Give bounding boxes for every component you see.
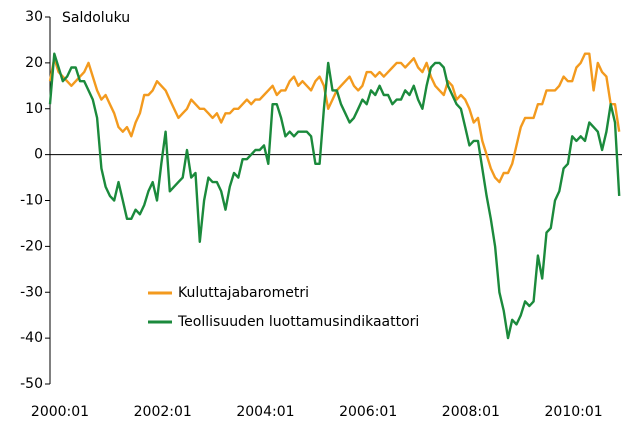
- y-tick-label: 0: [34, 147, 43, 163]
- series-line: [48, 52, 621, 340]
- x-tick-label: 2000:01: [31, 404, 89, 420]
- y-tick-label: -20: [20, 238, 43, 254]
- y-axis-title: Saldoluku: [62, 10, 130, 26]
- x-tick-label: 2010:01: [545, 404, 603, 420]
- y-tick-label: 30: [25, 9, 43, 25]
- legend-label: Kuluttajabarometri: [178, 285, 309, 301]
- y-tick-label: -30: [20, 284, 43, 300]
- y-tick-label: -50: [20, 376, 43, 392]
- x-tick-label: 2004:01: [236, 404, 294, 420]
- x-tick-label: 2006:01: [339, 404, 397, 420]
- x-tick-label: 2002:01: [134, 404, 192, 420]
- y-tick-label: 20: [25, 55, 43, 71]
- series-line: [48, 52, 621, 184]
- y-tick-label: -40: [20, 330, 43, 346]
- x-tick-label: 2008:01: [442, 404, 500, 420]
- legend-label: Teollisuuden luottamusindikaattori: [177, 314, 419, 330]
- y-tick-label: 10: [25, 101, 43, 117]
- y-tick-label: -10: [20, 193, 43, 209]
